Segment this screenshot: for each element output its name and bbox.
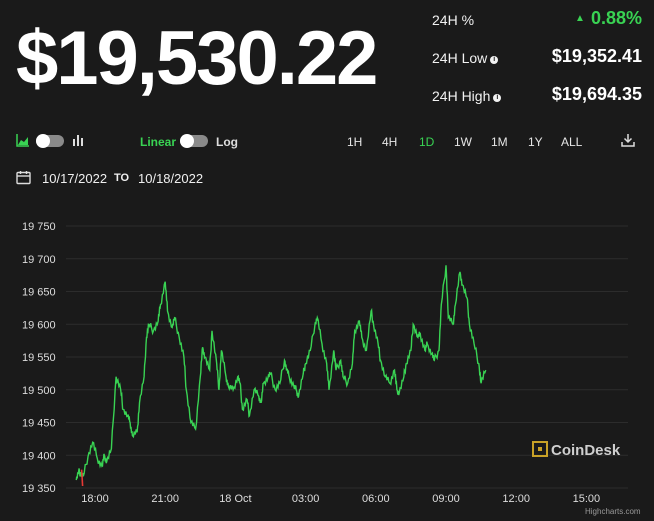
y-axis: 19 750 19 700 19 650 19 600 19 550 19 500 19 4… — [22, 221, 56, 495]
stat-24h-high: 24H High i $19,694.35 — [432, 84, 642, 122]
date-from-input[interactable]: 10/17/2022 — [42, 171, 108, 186]
y-tick-label: 19 400 — [22, 450, 56, 462]
range-1m-button[interactable]: 1M — [491, 135, 508, 149]
x-tick-label: 18 Oct — [219, 493, 251, 505]
up-triangle-icon: ▲ — [575, 13, 585, 24]
stat-label: 24H Low i — [432, 50, 499, 66]
x-tick-label: 06:00 — [362, 493, 390, 505]
area-chart-icon[interactable] — [16, 133, 30, 150]
download-icon[interactable] — [621, 133, 635, 150]
watermark-text: CoinDesk — [551, 442, 621, 459]
stat-label: 24H High i — [432, 88, 502, 104]
chart-toolbar: Linear Log 1H 4H 1D 1W 1M 1Y ALL — [0, 130, 654, 154]
highcharts-credits[interactable]: Highcharts.com — [585, 507, 641, 516]
scale-linear-label[interactable]: Linear — [140, 135, 177, 149]
y-tick-label: 19 600 — [22, 319, 56, 331]
info-icon[interactable]: i — [490, 56, 499, 64]
x-tick-label: 18:00 — [81, 493, 109, 505]
price-series-line — [75, 265, 487, 481]
stat-value: $19,352.41 — [551, 46, 642, 66]
y-tick-label: 19 650 — [22, 287, 56, 299]
stat-24h-change: 24H % ▲ 0.88% — [432, 8, 642, 46]
range-1h-button[interactable]: 1H — [347, 135, 363, 149]
stat-value: ▲ 0.88% — [575, 8, 642, 28]
x-axis: 18:00 21:00 18 Oct 03:00 06:00 09:00 12:00 15:0… — [81, 493, 600, 505]
calendar-icon[interactable] — [16, 170, 31, 188]
stat-value: $19,694.35 — [551, 84, 642, 104]
price-chart[interactable]: 19 750 19 700 19 650 19 600 19 550 19 500 19 4… — [0, 200, 654, 521]
y-tick-label: 19 700 — [22, 254, 56, 266]
current-price: $19,530.22 — [16, 16, 378, 101]
y-tick-label: 19 500 — [22, 385, 56, 397]
y-tick-label: 19 450 — [22, 418, 56, 430]
coindesk-watermark: CoinDesk — [532, 441, 621, 459]
x-tick-label: 21:00 — [151, 493, 179, 505]
range-1w-button[interactable]: 1W — [454, 135, 472, 149]
coindesk-logo-icon — [532, 441, 548, 457]
stats-panel: 24H % ▲ 0.88% 24H Low i $19,352.41 24H Hig… — [432, 8, 642, 122]
first-down-tick — [80, 469, 84, 487]
range-all-button[interactable]: ALL — [561, 135, 583, 149]
bar-chart-icon[interactable] — [72, 133, 84, 150]
chart-type-toggle[interactable] — [36, 134, 64, 148]
range-1y-button[interactable]: 1Y — [528, 135, 543, 149]
x-tick-label: 09:00 — [432, 493, 460, 505]
date-to-input[interactable]: 10/18/2022 — [138, 171, 204, 186]
scale-toggle[interactable] — [180, 134, 208, 148]
x-tick-label: 15:00 — [573, 493, 601, 505]
date-to-label: TO — [114, 172, 130, 184]
stat-label: 24H % — [432, 12, 475, 28]
info-icon[interactable]: i — [493, 94, 502, 102]
range-1d-button[interactable]: 1D — [419, 135, 435, 149]
chart-grid — [66, 225, 628, 489]
stat-24h-low: 24H Low i $19,352.41 — [432, 46, 642, 84]
x-tick-label: 12:00 — [502, 493, 530, 505]
scale-log-label[interactable]: Log — [216, 135, 238, 149]
y-tick-label: 19 350 — [22, 483, 56, 495]
y-tick-label: 19 550 — [22, 352, 56, 364]
y-tick-label: 19 750 — [22, 221, 56, 233]
x-tick-label: 03:00 — [292, 493, 320, 505]
range-4h-button[interactable]: 4H — [382, 135, 398, 149]
